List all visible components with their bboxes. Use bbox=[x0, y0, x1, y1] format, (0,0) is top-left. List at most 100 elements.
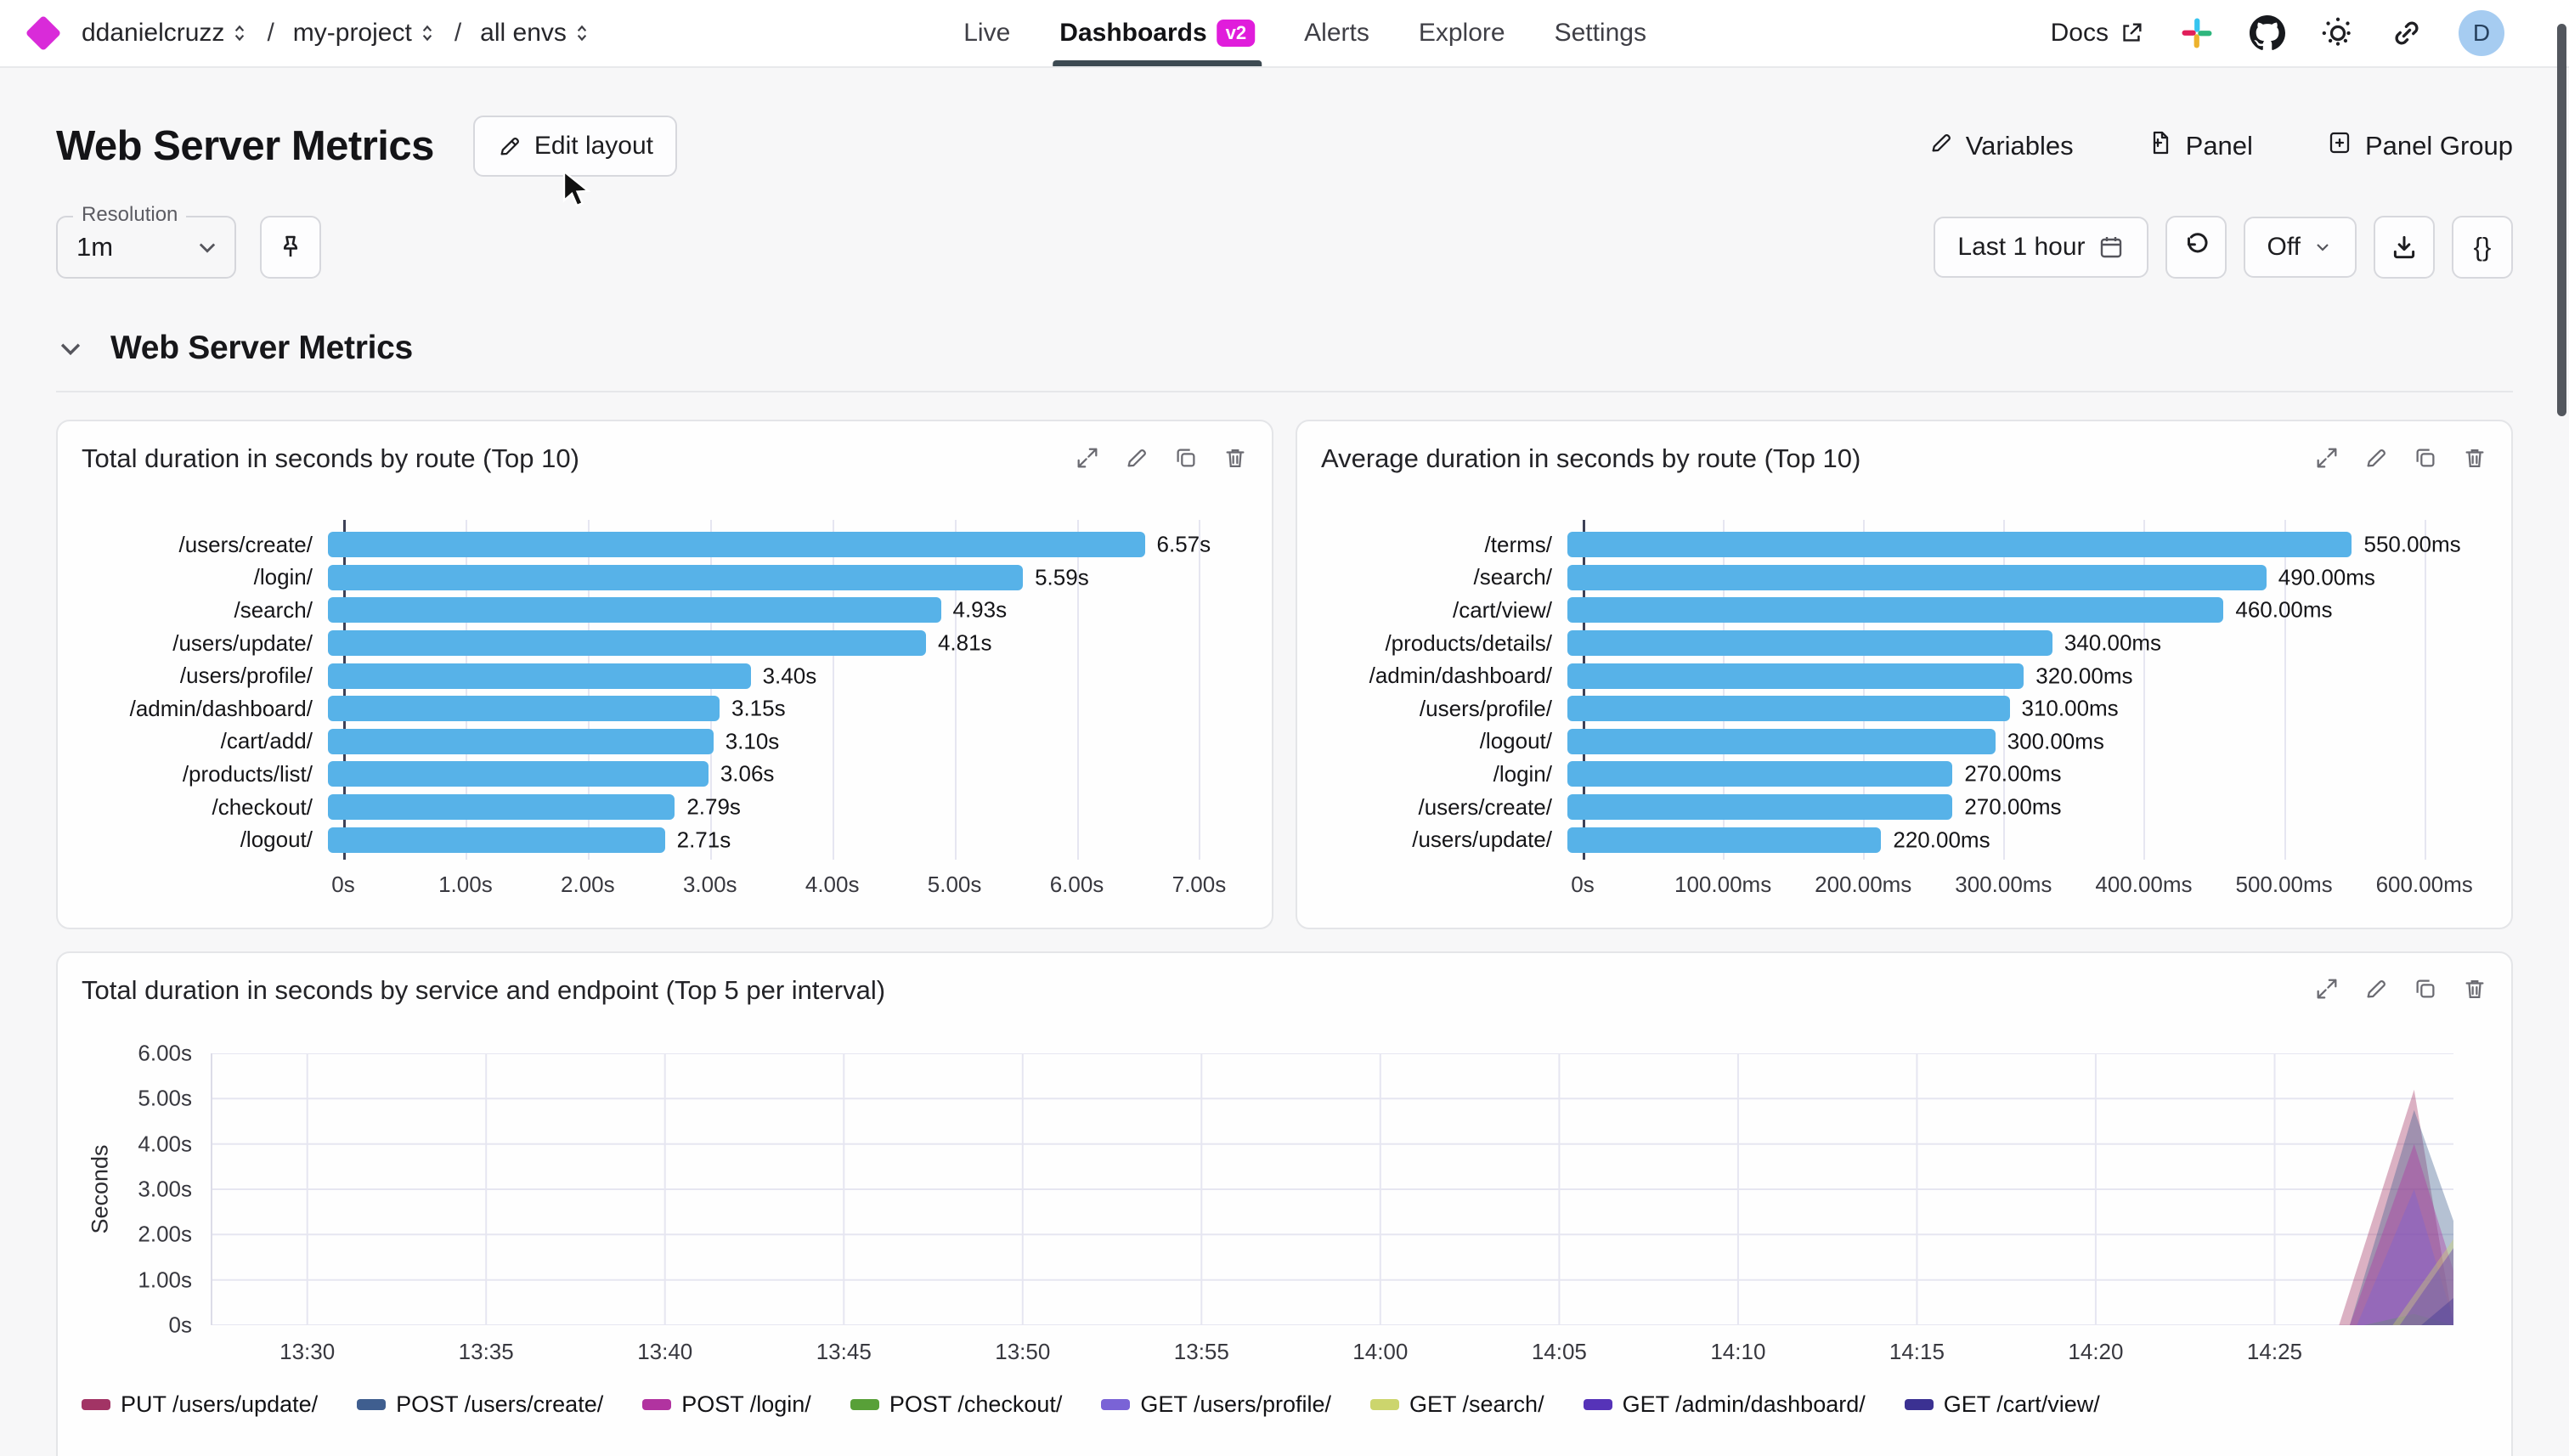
download-button[interactable] bbox=[2374, 216, 2435, 279]
duplicate-panel-button[interactable] bbox=[2413, 445, 2438, 473]
legend-item-post-users-create[interactable]: POST /users/create/ bbox=[357, 1391, 603, 1418]
bar-value-label: 270.00ms bbox=[1964, 793, 2062, 820]
breadcrumb-item-ddanielcruzz[interactable]: ddanielcruzz bbox=[82, 19, 248, 48]
x-tick-label: 13:40 bbox=[637, 1338, 693, 1364]
legend-item-get-users-profile[interactable]: GET /users/profile/ bbox=[1101, 1391, 1331, 1418]
bar[interactable] bbox=[1567, 696, 2010, 722]
bar[interactable] bbox=[328, 794, 675, 821]
pencil-icon bbox=[1928, 130, 1954, 162]
expand-panel-button[interactable] bbox=[2314, 976, 2340, 1004]
bar[interactable] bbox=[1567, 597, 2224, 624]
scrollbar-thumb[interactable] bbox=[2557, 24, 2566, 416]
avatar[interactable]: D bbox=[2459, 10, 2504, 56]
legend-item-get-cart-view[interactable]: GET /cart/view/ bbox=[1904, 1391, 2100, 1418]
expand-panel-button[interactable] bbox=[2314, 445, 2340, 473]
variables-button[interactable]: Variables bbox=[1928, 130, 2074, 162]
panel-average-duration-by-route: Average duration in seconds by route (To… bbox=[1296, 420, 2513, 929]
bar[interactable] bbox=[328, 532, 1145, 558]
time-range-button[interactable]: Last 1 hour bbox=[1934, 217, 2148, 278]
panel-actions bbox=[2314, 445, 2487, 473]
json-button[interactable]: {} bbox=[2452, 216, 2513, 279]
duplicate-panel-button[interactable] bbox=[1173, 445, 1199, 473]
plot-area[interactable] bbox=[211, 1052, 2453, 1325]
bar[interactable] bbox=[1567, 827, 1882, 853]
legend-item-post-login[interactable]: POST /login/ bbox=[642, 1391, 811, 1418]
bar[interactable] bbox=[328, 597, 941, 624]
theme-toggle-button[interactable] bbox=[2321, 16, 2355, 50]
bar-category-label: /admin/dashboard/ bbox=[1369, 663, 1552, 689]
bar-row: /cart/add/ 3.10s bbox=[82, 725, 1248, 759]
panel-button[interactable]: Panel bbox=[2147, 129, 2253, 163]
bar-category-label: /products/details/ bbox=[1385, 629, 1552, 656]
bar[interactable] bbox=[1567, 728, 1996, 754]
docs-link[interactable]: Docs bbox=[2051, 19, 2144, 48]
legend-label: GET /search/ bbox=[1409, 1391, 1544, 1417]
panel-group-button[interactable]: Panel Group bbox=[2326, 129, 2513, 163]
legend-item-post-checkout[interactable]: POST /checkout/ bbox=[850, 1391, 1062, 1418]
bar-value-label: 310.00ms bbox=[2021, 695, 2119, 721]
tab-settings[interactable]: Settings bbox=[1554, 19, 1646, 47]
expand-panel-button[interactable] bbox=[1075, 445, 1100, 473]
bar[interactable] bbox=[328, 564, 1024, 590]
bar[interactable] bbox=[328, 761, 709, 787]
auto-refresh-select[interactable]: Off bbox=[2243, 217, 2357, 278]
bar[interactable] bbox=[1567, 532, 2352, 558]
bar-row: /search/ 4.93s bbox=[82, 594, 1248, 627]
panel-label: Panel bbox=[2185, 131, 2253, 161]
edit-icon bbox=[2363, 445, 2389, 473]
pencil-icon bbox=[500, 138, 519, 155]
delete-panel-button[interactable] bbox=[1222, 445, 1248, 473]
bar-value-label: 550.00ms bbox=[2363, 531, 2461, 557]
app-logo-icon[interactable] bbox=[25, 14, 62, 52]
breadcrumb-item-all-envs[interactable]: all envs bbox=[480, 19, 590, 48]
bar-category-label: /logout/ bbox=[240, 827, 313, 853]
tab-alerts[interactable]: Alerts bbox=[1304, 19, 1369, 47]
y-tick-label: 0s bbox=[168, 1312, 192, 1338]
pin-button[interactable] bbox=[260, 216, 321, 279]
bar-value-label: 3.40s bbox=[762, 663, 817, 689]
edit-panel-button[interactable] bbox=[2363, 976, 2389, 1004]
refresh-button[interactable] bbox=[2165, 216, 2227, 279]
bar[interactable] bbox=[1567, 663, 2024, 689]
bar-category-label: /cart/view/ bbox=[1452, 596, 1552, 623]
bar[interactable] bbox=[328, 663, 751, 689]
legend-item-get-admin-dashboard[interactable]: GET /admin/dashboard/ bbox=[1583, 1391, 1866, 1418]
edit-layout-button[interactable]: Edit layout bbox=[472, 116, 678, 177]
delete-icon bbox=[2462, 976, 2487, 1004]
bar[interactable] bbox=[1567, 630, 2052, 657]
bar-row: /login/ 5.59s bbox=[82, 562, 1248, 595]
slack-button[interactable] bbox=[2180, 16, 2214, 50]
resolution-select[interactable]: Resolution 1m bbox=[56, 203, 236, 279]
panel-actions bbox=[1075, 445, 1248, 473]
bar[interactable] bbox=[328, 630, 926, 657]
pin-icon bbox=[283, 235, 298, 257]
tab-live[interactable]: Live bbox=[963, 19, 1011, 47]
bar[interactable] bbox=[1567, 564, 2267, 590]
github-button[interactable] bbox=[2250, 15, 2285, 51]
legend-swatch-icon bbox=[82, 1398, 110, 1410]
bar-value-label: 300.00ms bbox=[2007, 728, 2104, 754]
bar[interactable] bbox=[328, 728, 714, 754]
delete-panel-button[interactable] bbox=[2462, 445, 2487, 473]
section-collapse-button[interactable] bbox=[56, 334, 85, 363]
bar[interactable] bbox=[1567, 794, 1953, 821]
tab-dashboards[interactable]: Dashboards v2 bbox=[1053, 0, 1262, 66]
header-actions: Variables Panel Panel Group bbox=[1928, 129, 2513, 163]
legend-item-get-search[interactable]: GET /search/ bbox=[1370, 1391, 1544, 1418]
scrollbar[interactable] bbox=[2555, 0, 2569, 1456]
tab-explore[interactable]: Explore bbox=[1418, 19, 1505, 47]
edit-panel-button[interactable] bbox=[1124, 445, 1149, 473]
edit-panel-button[interactable] bbox=[2363, 445, 2389, 473]
auto-refresh-value: Off bbox=[2267, 233, 2301, 261]
share-link-button[interactable] bbox=[2391, 17, 2423, 49]
breadcrumb-item-my-project[interactable]: my-project bbox=[293, 19, 436, 48]
bar[interactable] bbox=[328, 827, 665, 853]
legend-item-put-users-update[interactable]: PUT /users/update/ bbox=[82, 1391, 318, 1418]
legend-label: GET /users/profile/ bbox=[1140, 1391, 1332, 1417]
legend-label: POST /users/create/ bbox=[396, 1391, 604, 1417]
duplicate-panel-button[interactable] bbox=[2413, 976, 2438, 1004]
bar[interactable] bbox=[1567, 761, 1953, 787]
x-axis-ticks: 0s 1.00s 2.00s 3.00s 4.00s 5.00s 6.00s 7.00s bbox=[331, 871, 1227, 897]
delete-panel-button[interactable] bbox=[2462, 976, 2487, 1004]
bar[interactable] bbox=[328, 696, 720, 722]
